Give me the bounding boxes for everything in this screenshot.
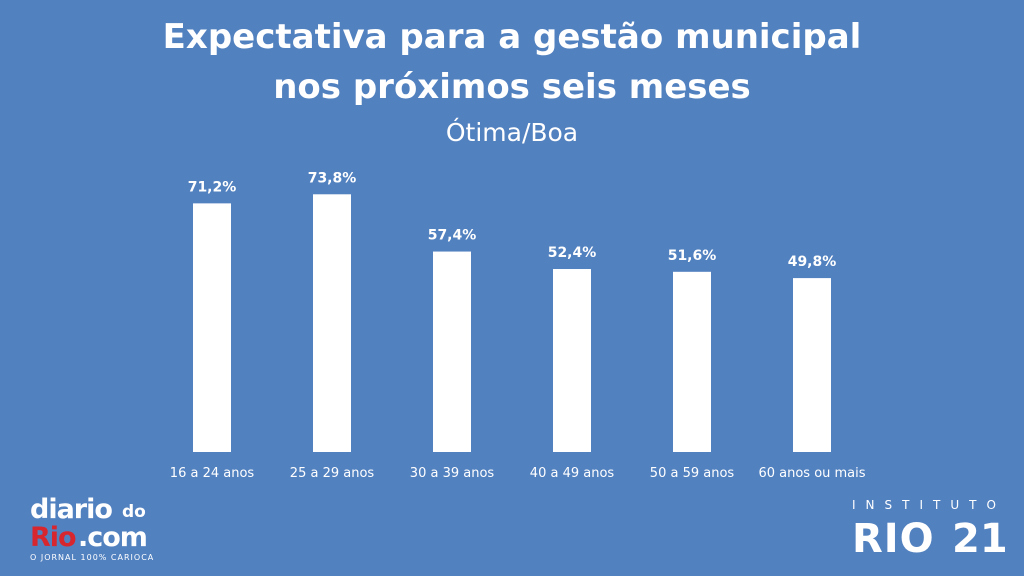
bar-value-label: 52,4% bbox=[548, 245, 597, 261]
bar-value-label: 57,4% bbox=[428, 228, 477, 244]
bar bbox=[313, 194, 351, 452]
category-label: 16 a 24 anos bbox=[170, 466, 255, 481]
category-label: 60 anos ou mais bbox=[758, 466, 865, 481]
logo-21-text: 21 bbox=[952, 516, 1008, 562]
logo-rio-text-right: RIO bbox=[852, 516, 935, 562]
category-label: 50 a 59 anos bbox=[650, 466, 735, 481]
bar-value-label: 73,8% bbox=[308, 170, 357, 186]
logo-diario-text: diario bbox=[30, 494, 113, 525]
category-label: 30 a 39 anos bbox=[410, 466, 495, 481]
instituto-rio21-logo: INSTITUTO RIO 21 bbox=[852, 498, 1008, 564]
category-label: 25 a 29 anos bbox=[290, 466, 375, 481]
bar bbox=[673, 271, 711, 452]
logo-do-text: do bbox=[122, 502, 146, 522]
logo-tagline: O JORNAL 100% CARIOCA bbox=[30, 553, 155, 562]
bar bbox=[553, 269, 591, 452]
logo-com-text: .com bbox=[78, 522, 148, 553]
logo-instituto-text: INSTITUTO bbox=[852, 498, 1006, 512]
bar-value-label: 51,6% bbox=[668, 248, 717, 264]
logo-rio-text: Rio bbox=[30, 522, 77, 553]
bar bbox=[793, 278, 831, 452]
diariodorio-logo: diario do Rio .com O JORNAL 100% CARIOCA bbox=[30, 494, 170, 564]
bar-value-label: 71,2% bbox=[188, 179, 237, 195]
category-label: 40 a 49 anos bbox=[530, 466, 615, 481]
chart-title-line-1: Expectativa para a gestão municipal bbox=[162, 17, 862, 57]
chart-title: Expectativa para a gestão municipal nos … bbox=[0, 12, 1024, 112]
bar bbox=[193, 203, 231, 452]
chart-subtitle: Ótima/Boa bbox=[445, 118, 579, 147]
bar-value-label: 49,8% bbox=[788, 254, 837, 270]
chart-title-line-2: nos próximos seis meses bbox=[273, 67, 751, 107]
bar bbox=[433, 251, 471, 452]
